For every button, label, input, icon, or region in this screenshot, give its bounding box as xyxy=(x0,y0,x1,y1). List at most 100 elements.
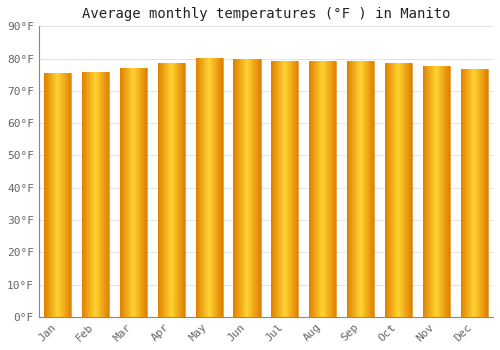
Bar xyxy=(331,61,332,317)
Bar xyxy=(70,73,72,317)
Bar xyxy=(433,66,434,317)
Bar xyxy=(183,63,184,317)
Bar xyxy=(256,58,257,317)
Bar xyxy=(199,58,200,317)
Bar xyxy=(360,61,361,317)
Bar xyxy=(352,61,353,317)
Bar xyxy=(65,73,66,317)
Bar xyxy=(432,66,433,317)
Bar xyxy=(128,68,130,317)
Bar xyxy=(241,58,242,317)
Bar xyxy=(213,58,214,317)
Bar xyxy=(96,72,97,317)
Bar xyxy=(366,61,368,317)
Bar xyxy=(121,68,122,317)
Bar xyxy=(400,63,401,317)
Bar xyxy=(181,63,182,317)
Bar xyxy=(89,72,90,317)
Bar xyxy=(166,63,167,317)
Bar xyxy=(348,61,349,317)
Bar xyxy=(350,61,351,317)
Bar xyxy=(431,66,432,317)
Bar xyxy=(368,61,370,317)
Bar xyxy=(280,61,281,317)
Bar xyxy=(466,69,468,317)
Bar xyxy=(310,61,311,317)
Bar xyxy=(170,63,172,317)
Bar xyxy=(84,72,86,317)
Bar xyxy=(240,58,241,317)
Bar xyxy=(134,68,135,317)
Bar xyxy=(88,72,89,317)
Bar xyxy=(135,68,136,317)
Bar xyxy=(462,69,463,317)
Bar xyxy=(333,61,334,317)
Bar xyxy=(144,68,145,317)
Bar xyxy=(485,69,486,317)
Bar xyxy=(222,58,223,317)
Bar xyxy=(139,68,140,317)
Bar xyxy=(46,73,47,317)
Bar xyxy=(402,63,403,317)
Bar xyxy=(476,69,477,317)
Bar xyxy=(311,61,312,317)
Bar xyxy=(140,68,141,317)
Bar xyxy=(55,73,56,317)
Bar xyxy=(57,73,58,317)
Bar xyxy=(435,66,436,317)
Bar xyxy=(146,68,147,317)
Bar xyxy=(106,72,107,317)
Bar xyxy=(218,58,220,317)
Bar xyxy=(484,69,485,317)
Bar xyxy=(248,58,249,317)
Bar xyxy=(97,72,98,317)
Bar xyxy=(276,61,278,317)
Bar xyxy=(138,68,139,317)
Bar xyxy=(239,58,240,317)
Bar xyxy=(446,66,447,317)
Bar xyxy=(320,61,322,317)
Bar xyxy=(126,68,128,317)
Bar xyxy=(295,61,296,317)
Bar xyxy=(102,72,103,317)
Bar xyxy=(392,63,393,317)
Bar xyxy=(284,61,285,317)
Bar xyxy=(332,61,333,317)
Bar xyxy=(158,63,159,317)
Bar xyxy=(82,72,84,317)
Bar xyxy=(410,63,412,317)
Bar xyxy=(312,61,313,317)
Bar xyxy=(316,61,318,317)
Bar xyxy=(315,61,316,317)
Bar xyxy=(48,73,49,317)
Bar xyxy=(440,66,441,317)
Bar xyxy=(56,73,57,317)
Bar xyxy=(60,73,61,317)
Bar xyxy=(357,61,358,317)
Bar xyxy=(208,58,209,317)
Bar xyxy=(445,66,446,317)
Bar xyxy=(364,61,366,317)
Bar xyxy=(44,73,45,317)
Bar xyxy=(448,66,449,317)
Bar xyxy=(63,73,64,317)
Bar xyxy=(207,58,208,317)
Bar xyxy=(487,69,488,317)
Bar xyxy=(206,58,207,317)
Bar xyxy=(403,63,404,317)
Bar xyxy=(388,63,389,317)
Bar xyxy=(163,63,164,317)
Bar xyxy=(62,73,63,317)
Bar xyxy=(449,66,450,317)
Bar xyxy=(347,61,348,317)
Title: Average monthly temperatures (°F ) in Manito: Average monthly temperatures (°F ) in Ma… xyxy=(82,7,450,21)
Bar xyxy=(242,58,243,317)
Bar xyxy=(216,58,218,317)
Bar xyxy=(49,73,50,317)
Bar xyxy=(136,68,137,317)
Bar xyxy=(257,58,258,317)
Bar xyxy=(463,69,464,317)
Bar xyxy=(325,61,326,317)
Bar xyxy=(132,68,133,317)
Bar xyxy=(482,69,483,317)
